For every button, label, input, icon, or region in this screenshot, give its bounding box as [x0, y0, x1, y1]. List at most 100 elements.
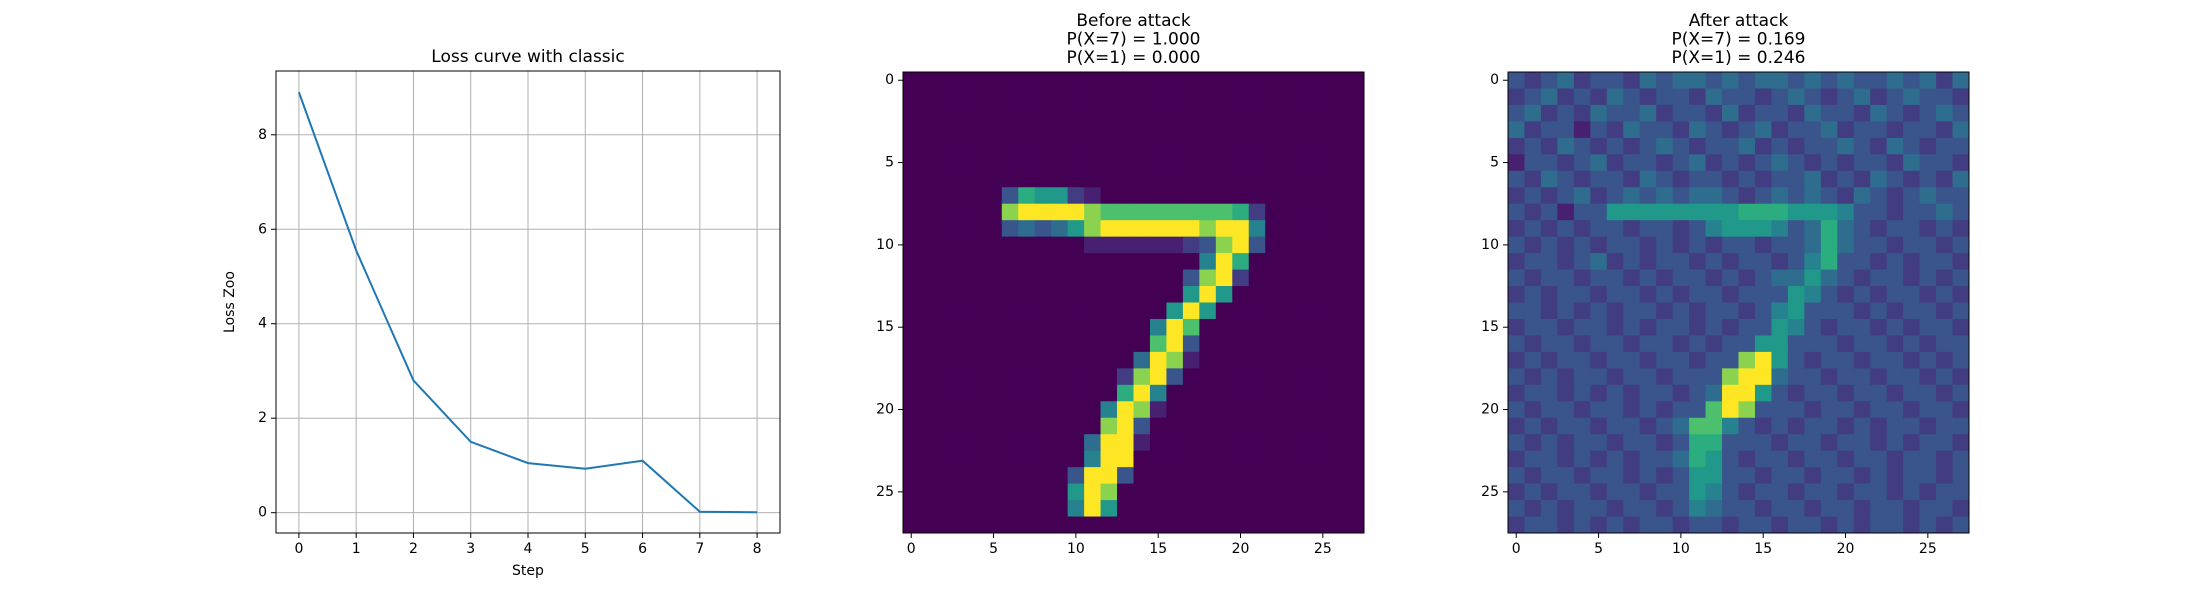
pixel	[1018, 434, 1036, 452]
pixel	[1166, 500, 1184, 517]
pixel	[903, 170, 920, 188]
pixel	[1298, 154, 1316, 172]
pixel	[1067, 401, 1085, 419]
pixel	[952, 434, 970, 452]
pixel	[935, 434, 953, 452]
pixel	[1557, 286, 1575, 303]
pixel	[1952, 335, 1970, 353]
pixel	[1248, 467, 1266, 485]
pixel	[1265, 450, 1283, 468]
pixel	[1248, 516, 1266, 534]
pixel	[1051, 286, 1069, 303]
pixel	[1265, 220, 1283, 238]
pixel	[1623, 351, 1641, 369]
pixel	[1820, 516, 1838, 534]
pixel	[1787, 236, 1805, 254]
pixel	[1820, 434, 1838, 452]
pixel	[1182, 187, 1200, 205]
pixel	[985, 500, 1003, 517]
pixel	[1149, 318, 1167, 336]
pixel	[1870, 104, 1888, 122]
pixel	[1771, 286, 1789, 303]
pixel	[1051, 187, 1069, 205]
pixel	[1623, 335, 1641, 353]
pixel	[919, 72, 937, 89]
pixel	[1787, 72, 1805, 89]
y-tick-label: 4	[258, 316, 267, 332]
pixel	[1771, 220, 1789, 238]
pixel	[1182, 302, 1200, 320]
pixel	[1084, 483, 1101, 501]
pixel	[1705, 417, 1723, 435]
pixel	[1100, 203, 1118, 221]
pixel	[1298, 467, 1316, 485]
pixel	[1232, 450, 1250, 468]
pixel	[1952, 368, 1970, 386]
pixel	[1347, 170, 1365, 188]
pixel	[1199, 318, 1217, 336]
pixel	[1166, 203, 1184, 221]
pixel	[1166, 220, 1184, 238]
pixel	[1508, 269, 1525, 287]
pixel	[1557, 450, 1575, 468]
pixel	[1281, 170, 1299, 188]
pixel	[1919, 467, 1937, 485]
pixel	[1508, 121, 1525, 139]
pixel	[1281, 351, 1299, 369]
pixel	[1573, 187, 1591, 205]
pixel	[1573, 220, 1591, 238]
pixel	[1754, 384, 1772, 402]
pixel	[1738, 351, 1756, 369]
y-tick-label: 5	[1490, 155, 1499, 171]
pixel	[1248, 187, 1266, 205]
pixel	[1524, 137, 1542, 155]
pixel	[1281, 335, 1299, 353]
pixel	[1804, 384, 1822, 402]
pixel	[1573, 137, 1591, 155]
pixel	[1754, 253, 1772, 270]
pixel	[1870, 483, 1888, 501]
pixel	[1623, 121, 1641, 139]
pixel	[919, 516, 937, 534]
pixel	[1820, 104, 1838, 122]
pixel	[1590, 467, 1608, 485]
pixel	[903, 434, 920, 452]
pixel	[1265, 434, 1283, 452]
pixel	[1166, 286, 1184, 303]
pixel	[1540, 483, 1558, 501]
pixel	[1117, 170, 1134, 188]
pixel	[1001, 269, 1019, 287]
pixel	[1672, 286, 1690, 303]
pixel	[952, 417, 970, 435]
pixel	[1903, 286, 1921, 303]
pixel	[1557, 269, 1575, 287]
pixel	[1215, 335, 1233, 353]
pixel	[1331, 483, 1348, 501]
pixel	[1903, 335, 1921, 353]
pixel	[1018, 253, 1036, 270]
pixel	[1870, 170, 1888, 188]
pixel	[1232, 384, 1250, 402]
axes-frame	[275, 70, 781, 534]
pixel	[1149, 121, 1167, 139]
pixel	[1606, 187, 1624, 205]
pixel	[1508, 516, 1525, 534]
pixel	[1672, 351, 1690, 369]
pixel	[1952, 220, 1970, 238]
pixel	[1804, 187, 1822, 205]
pixel	[1754, 72, 1772, 89]
pixel	[1018, 104, 1036, 122]
pixel	[1067, 384, 1085, 402]
pixel	[1804, 253, 1822, 270]
pixel	[919, 170, 937, 188]
pixel	[1298, 253, 1316, 270]
pixel	[1689, 137, 1706, 155]
pixel	[1837, 88, 1855, 106]
pixel	[1754, 121, 1772, 139]
pixel	[919, 434, 937, 452]
pixel	[919, 154, 937, 172]
pixel	[952, 72, 970, 89]
pixel	[1524, 253, 1542, 270]
pixel	[1903, 368, 1921, 386]
